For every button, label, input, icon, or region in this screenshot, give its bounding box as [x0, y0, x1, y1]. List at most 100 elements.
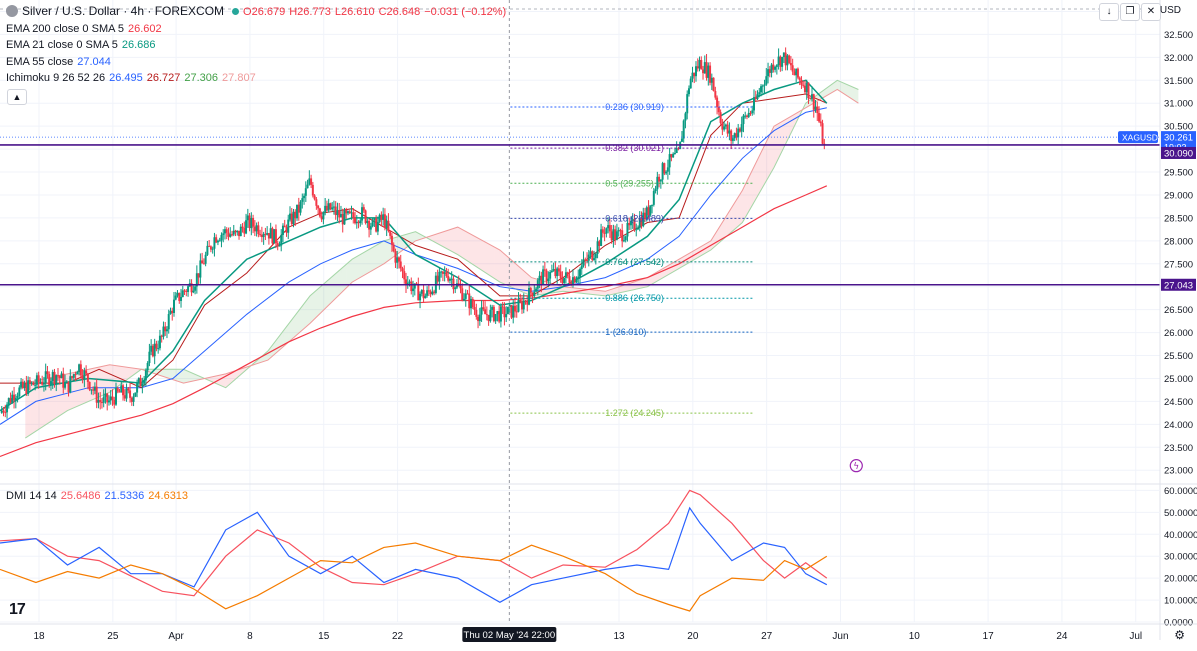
candle	[807, 82, 810, 99]
candle	[276, 243, 279, 247]
candle	[4, 412, 7, 414]
gear-icon[interactable]: ⚙	[1174, 628, 1185, 642]
candle	[802, 84, 805, 86]
candle	[213, 237, 216, 249]
price-tick-label: 31.500	[1164, 76, 1193, 87]
candle	[378, 214, 381, 222]
candle	[811, 94, 813, 99]
indicator-label: Ichimoku 9 26 52 26	[6, 72, 106, 84]
ichimoku-cloud-segment	[721, 215, 727, 241]
currency-label[interactable]: USD	[1159, 5, 1181, 16]
candle	[127, 388, 130, 391]
candle	[612, 229, 615, 241]
candle	[250, 217, 253, 229]
candle	[273, 229, 276, 244]
candle	[484, 309, 487, 315]
candle	[633, 219, 636, 230]
candle	[608, 225, 611, 232]
ichimoku-cloud-segment	[188, 371, 195, 382]
arrow-down-icon[interactable]: ↓	[1099, 3, 1119, 21]
indicator-ema200[interactable]: EMA 200 close 0 SMA 5 26.602	[6, 21, 166, 37]
candle	[144, 370, 147, 381]
candle	[362, 207, 365, 211]
ichimoku-cloud-segment	[668, 262, 674, 275]
candle	[79, 364, 82, 376]
indicator-ema21[interactable]: EMA 21 close 0 SMA 5 26.686	[6, 37, 160, 53]
candle	[18, 387, 21, 397]
candle	[90, 389, 93, 391]
candle	[352, 212, 355, 218]
price-tick-label: 28.500	[1164, 213, 1193, 224]
indicator-dmi[interactable]: DMI 14 14 25.6486 21.5336 24.6313	[6, 488, 192, 504]
symbol-title[interactable]: Silver / U.S. Dollar · 4h · FOREXCOM	[22, 4, 225, 18]
time-tick-label: 25	[107, 631, 119, 642]
candle	[229, 234, 232, 237]
indicator-label: EMA 200 close 0 SMA 5	[6, 23, 125, 35]
candle	[744, 115, 747, 117]
ichimoku-cloud-segment	[737, 190, 743, 228]
candle	[735, 133, 738, 138]
candle	[368, 220, 371, 230]
market-open-icon	[232, 8, 240, 15]
candle	[241, 226, 244, 229]
candle	[413, 283, 416, 289]
candle	[357, 221, 360, 224]
candle	[749, 112, 752, 114]
price-badge-label: 27.043	[1164, 280, 1193, 291]
candle	[505, 314, 508, 318]
candle	[571, 277, 574, 286]
candle	[556, 268, 559, 277]
ichimoku-cloud-segment	[294, 309, 300, 338]
ichimoku-cloud-segment	[236, 368, 242, 379]
candle	[489, 309, 492, 322]
candle	[709, 65, 712, 83]
candle	[160, 335, 163, 337]
ichimoku-cloud-segment	[273, 337, 279, 356]
candle	[225, 229, 228, 233]
candle	[134, 392, 137, 397]
indicator-value: 26.495	[109, 72, 143, 84]
candle	[450, 278, 453, 280]
candle	[698, 60, 701, 69]
candle	[253, 226, 256, 232]
candle	[684, 113, 687, 121]
restore-window-icon[interactable]: ❐	[1120, 3, 1140, 21]
ichimoku-cloud-segment	[789, 113, 796, 136]
collapse-legend-button[interactable]: ▲	[7, 89, 27, 105]
candle	[448, 279, 451, 281]
close-icon[interactable]: ✕	[1141, 3, 1161, 21]
candle	[818, 113, 821, 122]
candle	[499, 306, 502, 322]
ichimoku-cloud-segment	[109, 364, 115, 393]
candle	[13, 394, 16, 401]
candle	[742, 115, 745, 125]
candle	[55, 375, 58, 383]
candle	[74, 374, 77, 376]
time-tick-label: Apr	[168, 631, 184, 642]
candle	[394, 251, 397, 263]
indicator-ichimoku[interactable]: Ichimoku 9 26 52 26 26.495 26.727 27.306 27.…	[6, 70, 260, 86]
ichimoku-cloud-segment	[747, 168, 753, 214]
candle	[311, 184, 314, 196]
candle	[619, 230, 622, 232]
candle	[220, 234, 223, 241]
candle	[209, 246, 212, 250]
ichimoku-cloud-segment	[710, 232, 717, 251]
candle	[292, 211, 295, 225]
indicator-ema55[interactable]: EMA 55 close 27.044	[6, 54, 115, 70]
indicator-label: EMA 55 close	[6, 56, 74, 68]
candle	[767, 69, 770, 77]
senkou-b-line	[25, 88, 859, 384]
candle	[252, 217, 255, 227]
dmi-tick-label: 40.0000	[1164, 530, 1197, 541]
price-tick-label: 23.000	[1164, 466, 1193, 477]
time-tick-label: 20	[687, 631, 699, 642]
ichimoku-cloud-segment	[742, 179, 748, 223]
crosshair-time-badge	[462, 627, 557, 642]
candle	[800, 79, 803, 85]
candle	[143, 380, 146, 384]
candle	[28, 380, 31, 385]
candle	[793, 71, 796, 76]
time-tick-label: 8	[247, 631, 253, 642]
